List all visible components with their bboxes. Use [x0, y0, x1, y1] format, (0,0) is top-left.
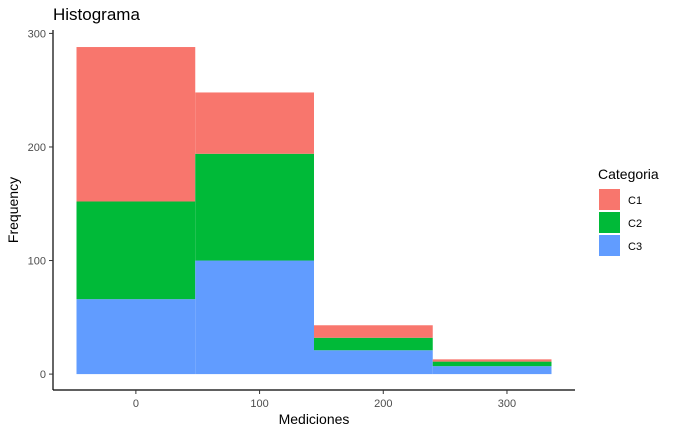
bar-c1-bin-3	[314, 325, 433, 338]
y-axis-ticks: 0 100 200 300	[28, 28, 53, 381]
bar-c3-bin-2	[195, 260, 314, 375]
legend-key-c3	[599, 235, 620, 256]
x-tick-label-300: 300	[498, 398, 516, 410]
bar-c3-bin-1	[76, 299, 196, 375]
legend-label-c1: C1	[628, 195, 642, 207]
x-tick-label-100: 100	[250, 398, 268, 410]
bar-c2-bin-1	[76, 201, 196, 300]
y-tick-label-200: 200	[28, 142, 46, 154]
legend-label-c2: C2	[628, 218, 642, 230]
x-axis-title: Mediciones	[279, 411, 350, 427]
y-tick-label-100: 100	[28, 256, 46, 268]
x-tick-label-200: 200	[374, 398, 392, 410]
bar-c3-bin-4	[432, 366, 552, 375]
legend: Categoria C1 C2 C3	[598, 166, 659, 256]
bar-c2-bin-3	[314, 337, 433, 351]
bar-c2-bin-4	[432, 361, 552, 367]
bar-c1-bin-1	[76, 47, 196, 202]
x-tick-label-0: 0	[133, 398, 139, 410]
x-axis-ticks: 0 100 200 300	[133, 390, 516, 410]
legend-title: Categoria	[598, 166, 659, 182]
legend-key-c2	[599, 212, 620, 233]
chart-title: Histograma	[53, 5, 140, 24]
bar-c2-bin-2	[195, 153, 314, 261]
bar-c3-bin-3	[314, 350, 433, 375]
legend-key-c1	[599, 189, 620, 210]
bar-c1-bin-4	[432, 359, 552, 362]
y-tick-label-300: 300	[28, 28, 46, 40]
bars-layer	[76, 47, 552, 375]
y-axis-title: Frequency	[5, 177, 21, 243]
bar-c1-bin-2	[195, 92, 314, 154]
y-tick-label-0: 0	[40, 369, 46, 381]
legend-label-c3: C3	[628, 241, 642, 253]
